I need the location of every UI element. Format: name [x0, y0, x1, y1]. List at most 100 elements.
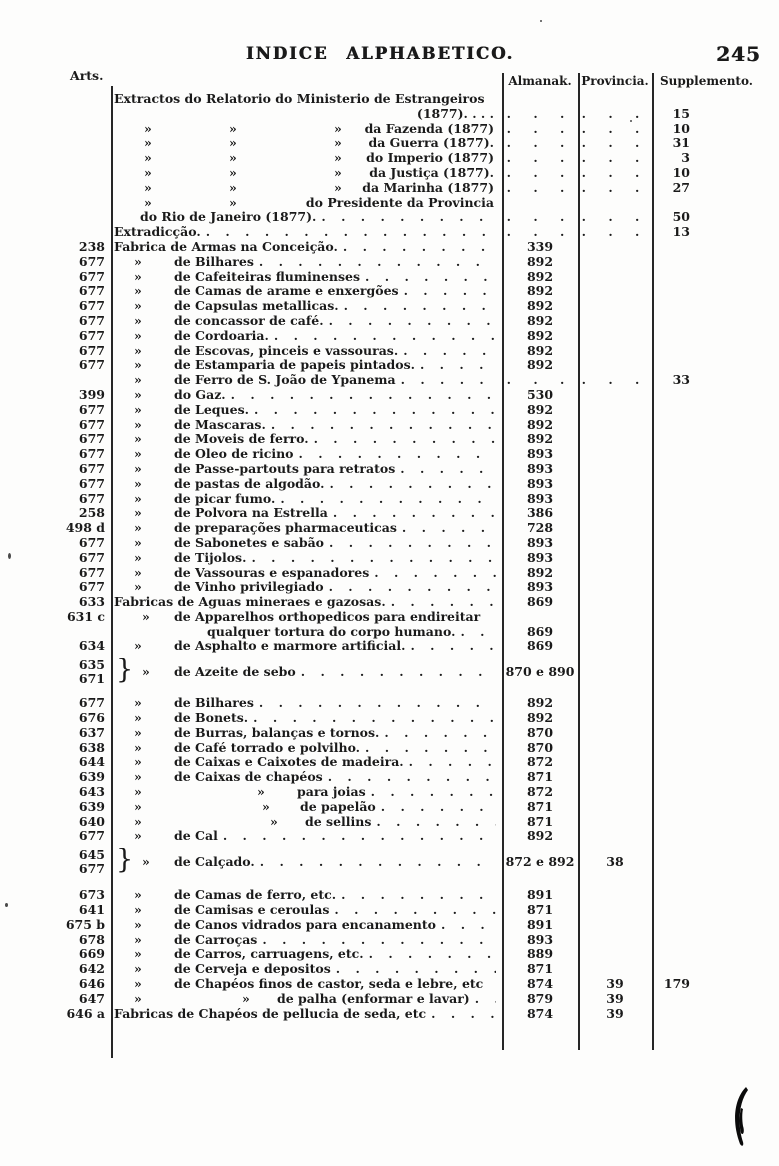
entry-cell: » de Café torrado e polvilho. . . . . . . … — [112, 741, 502, 756]
almanak-cell: 870 — [526, 740, 554, 755]
supplemento-cell — [652, 551, 779, 566]
provincia-cell: 38 — [606, 854, 624, 870]
entry-label: de Bonets. — [174, 711, 249, 726]
entry-label: da Guerra (1877). — [368, 136, 494, 151]
entry-label: de Cerveja e depositos — [174, 962, 331, 977]
supplemento-cell — [652, 329, 779, 344]
arts-cell: 634 — [78, 639, 105, 654]
entry-line: de concassor de café. . . . . . . . . . .… — [112, 314, 496, 329]
almanak-cell: 871 — [526, 903, 554, 918]
supplemento-cell — [652, 639, 779, 654]
ditto-mark: » — [334, 136, 342, 151]
ditto-mark: » — [229, 180, 237, 195]
provincia-cell — [578, 432, 652, 447]
entry-line: de Asphalto e marmore artificial. . . . .… — [112, 639, 496, 654]
entry-cell: » de Asphalto e marmore artificial. . . . … — [112, 639, 502, 654]
entry-cell: Fabricas de Chapéos de pellucia de seda,… — [112, 1007, 502, 1022]
entry-cell: » de Apparelhos orthopedicos para endirei… — [112, 610, 502, 625]
entry-cell: » do Gaz. . . . . . . . . . . . . . . . . … — [112, 388, 502, 403]
arts-cell: 637 — [78, 725, 105, 740]
entry-label: Extractos do Relatorio do Ministerio de … — [114, 92, 485, 106]
entry-cell: » de picar fumo. . . . . . . . . . . . . .… — [112, 492, 502, 507]
arts-cell: 643 — [78, 785, 105, 800]
entry-label: de Asphalto e marmore artificial. — [174, 639, 406, 654]
entry-cell: » de pastas de algodão. . . . . . . . . . … — [112, 477, 502, 492]
almanak-cell: 869 — [526, 639, 554, 654]
entry-label: de Polvora na Estrella — [174, 506, 328, 521]
ditto-mark: » — [134, 269, 142, 284]
leader-dots: . . . . . . . . . . . . . . . . . . . . … — [408, 755, 496, 770]
leader-dots: . . . . . . . . . . . . . . . . . . . . … — [403, 284, 496, 299]
provincia-cell — [578, 918, 652, 933]
arts-cell: 646 a — [66, 1006, 105, 1021]
ditto-mark: » — [134, 373, 142, 388]
entry-label: de Caixas e Caixotes de madeira. — [174, 755, 404, 770]
entry-label: de Caixas de chapéos — [174, 770, 323, 785]
supplemento-cell — [652, 933, 779, 948]
supplemento-cell — [652, 492, 779, 507]
provincia-cell — [578, 595, 652, 610]
entry-line: de Carroças . . . . . . . . . . . . . . .… — [112, 933, 496, 948]
entry-line: de palha (enformar e lavar) . . . . . . .… — [112, 992, 496, 1007]
table-row: 677 » de Bilhares . . . . . . . . . . . . .… — [0, 255, 779, 270]
entry-cell: » de Camisas e ceroulas . . . . . . . . . … — [112, 903, 502, 918]
ditto-mark: » — [334, 165, 342, 180]
almanak-cell: 893 — [526, 476, 554, 491]
provincia-cell — [578, 580, 652, 595]
entry-cell: » de Moveis de ferro. . . . . . . . . . . … — [112, 432, 502, 447]
entry-cell: » de Caixas de chapéos . . . . . . . . . .… — [112, 770, 502, 785]
table-row: 640 » » de sellins . . . . . . . . . . . . .… — [0, 815, 779, 830]
entry-label: de Oleo de ricino — [174, 447, 294, 462]
ditto-mark: » — [134, 725, 142, 740]
ditto-mark: » — [334, 180, 342, 195]
almanak-cell: 892 — [526, 432, 554, 447]
table-row: 673 » de Camas de ferro, etc. . . . . . . .… — [0, 888, 779, 903]
leader-dots: . . . . . . . . . . . . . . . . . . . . … — [332, 506, 496, 521]
leader-dots: . . . . . . . . . . . . . . . . . . . . … — [474, 991, 496, 1006]
almanak-cell: . . . — [506, 106, 574, 121]
ditto-mark: » — [134, 829, 142, 844]
supplemento-cell — [652, 785, 779, 800]
supplemento-cell — [652, 447, 779, 462]
ditto-mark: » — [142, 609, 150, 624]
arts-cell — [0, 625, 112, 640]
arts-cell — [0, 136, 112, 151]
provincia-cell — [578, 403, 652, 418]
supplemento-cell — [652, 815, 779, 830]
provincia-cell: . . . — [581, 165, 649, 180]
almanak-cell: 893 — [526, 461, 554, 476]
arts-cell: 677 — [78, 402, 105, 417]
supplemento-cell — [652, 418, 779, 433]
entry-line: (1877). . . . — [112, 107, 496, 122]
almanak-cell: 891 — [526, 888, 554, 903]
table-row: 677 » de Sabonetes e sabão . . . . . . . . … — [0, 536, 779, 551]
leader-dots: . . . . . . . . . . . . . . . . . . . . … — [298, 447, 497, 462]
almanak-cell: 871 — [526, 962, 554, 977]
entry-line: Fabrica de Armas na Conceição. . . . . . … — [112, 240, 496, 255]
leader-dots: . . . . . . . . . . . . . . . . . . . . … — [401, 521, 496, 536]
entry-label: de pastas de algodão. — [174, 476, 325, 491]
leader-dots: . . . . . . . . . . . . . . . . . . . . … — [329, 476, 496, 491]
ditto-mark: » — [134, 696, 142, 711]
almanak-cell: 869 — [526, 595, 554, 610]
column-header-provincia: Provincia. — [581, 74, 649, 88]
leader-dots: . . . . . . . . . . . . . . . . . . . . … — [313, 432, 496, 447]
supplemento-cell — [652, 741, 779, 756]
entry-label: de Escovas, pinceis e vassouras. — [174, 343, 399, 358]
almanak-cell — [502, 92, 578, 107]
leader-dots: . . . . . . . . . . . . . . . . . . . . … — [334, 903, 496, 918]
provincia-cell — [578, 344, 652, 359]
leader-dots: . . . . . . . . . . . . . . . . . . . . … — [327, 770, 496, 785]
provincia-cell — [578, 888, 652, 903]
provincia-cell — [578, 255, 652, 270]
entry-line: de Carros, carruagens, etc. . . . . . . .… — [112, 947, 496, 962]
leader-dots: . . . . . . . . . . . . . . . . . . . . … — [374, 565, 496, 580]
almanak-cell: . . . — [506, 165, 574, 180]
arts-cell — [0, 196, 112, 211]
almanak-cell: 872 — [526, 785, 554, 800]
entry-cell: » de Escovas, pinceis e vassouras. . . . .… — [112, 344, 502, 359]
entry-cell: » de Bonets. . . . . . . . . . . . . . . .… — [112, 711, 502, 726]
entry-line: do Presidente da Provincia — [112, 196, 496, 211]
provincia-cell: . . . — [581, 210, 649, 225]
